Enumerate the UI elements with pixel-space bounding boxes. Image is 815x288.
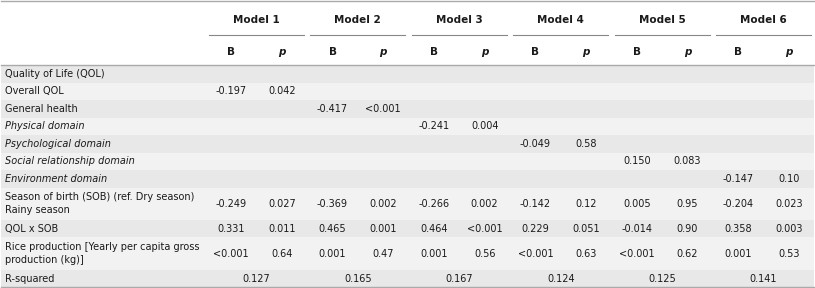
Text: <0.001: <0.001	[619, 249, 654, 259]
Text: Physical domain: Physical domain	[5, 122, 84, 131]
Text: Model 4: Model 4	[537, 15, 584, 25]
Text: 0.465: 0.465	[319, 224, 346, 234]
Text: 0.10: 0.10	[778, 174, 800, 184]
Text: 0.083: 0.083	[674, 156, 701, 166]
Text: Overall QOL: Overall QOL	[5, 86, 64, 96]
Text: B: B	[632, 47, 641, 57]
Text: Social relationship domain: Social relationship domain	[5, 156, 134, 166]
Text: Model 6: Model 6	[740, 15, 787, 25]
Text: -0.014: -0.014	[621, 224, 652, 234]
Text: 0.167: 0.167	[446, 274, 474, 284]
Text: 0.001: 0.001	[369, 224, 397, 234]
Text: 0.003: 0.003	[775, 224, 803, 234]
Text: 0.141: 0.141	[750, 274, 778, 284]
Text: B: B	[430, 47, 438, 57]
Bar	[1, 83, 814, 100]
Text: -0.417: -0.417	[317, 104, 348, 114]
Bar	[1, 100, 814, 118]
Text: Rainy season: Rainy season	[5, 205, 69, 215]
Text: 0.56: 0.56	[474, 249, 496, 259]
Text: 0.001: 0.001	[319, 249, 346, 259]
Text: p: p	[684, 47, 691, 57]
Bar	[1, 65, 814, 83]
Text: 0.127: 0.127	[243, 274, 271, 284]
Text: 0.331: 0.331	[218, 224, 244, 234]
Text: Quality of Life (QOL): Quality of Life (QOL)	[5, 69, 104, 79]
Text: 0.64: 0.64	[271, 249, 293, 259]
Text: 0.124: 0.124	[547, 274, 575, 284]
Text: p: p	[278, 47, 285, 57]
Text: 0.001: 0.001	[421, 249, 447, 259]
Text: 0.011: 0.011	[268, 224, 296, 234]
Text: Rice production [Yearly per capita gross: Rice production [Yearly per capita gross	[5, 242, 199, 251]
Text: 0.027: 0.027	[268, 199, 296, 209]
Text: 0.002: 0.002	[471, 199, 499, 209]
Text: p: p	[786, 47, 793, 57]
Text: -0.197: -0.197	[215, 86, 247, 96]
Text: -0.249: -0.249	[215, 199, 247, 209]
Text: 0.005: 0.005	[623, 199, 650, 209]
Text: -0.147: -0.147	[723, 174, 754, 184]
Text: 0.58: 0.58	[575, 139, 597, 149]
Text: -0.142: -0.142	[520, 199, 551, 209]
Bar	[1, 153, 814, 170]
Text: 0.042: 0.042	[268, 86, 296, 96]
Text: B: B	[531, 47, 540, 57]
Text: 0.12: 0.12	[575, 199, 597, 209]
Text: Model 2: Model 2	[334, 15, 381, 25]
Text: 0.001: 0.001	[725, 249, 752, 259]
Text: -0.241: -0.241	[418, 122, 450, 131]
Text: <0.001: <0.001	[518, 249, 553, 259]
Text: QOL x SOB: QOL x SOB	[5, 224, 58, 234]
Bar	[1, 220, 814, 238]
Text: 0.53: 0.53	[778, 249, 800, 259]
Bar	[1, 238, 814, 270]
Text: Psychological domain: Psychological domain	[5, 139, 111, 149]
Text: B: B	[734, 47, 742, 57]
Text: 0.125: 0.125	[648, 274, 676, 284]
Text: -0.369: -0.369	[317, 199, 348, 209]
Text: 0.62: 0.62	[676, 249, 698, 259]
Text: 0.023: 0.023	[775, 199, 803, 209]
Text: Model 1: Model 1	[233, 15, 280, 25]
Text: 0.002: 0.002	[369, 199, 397, 209]
Text: -0.266: -0.266	[418, 199, 450, 209]
Text: 0.004: 0.004	[471, 122, 499, 131]
Text: -0.204: -0.204	[723, 199, 754, 209]
Bar	[1, 118, 814, 135]
Text: 0.165: 0.165	[344, 274, 372, 284]
Text: production (kg)]: production (kg)]	[5, 255, 83, 265]
Text: Environment domain: Environment domain	[5, 174, 107, 184]
Bar	[1, 135, 814, 153]
Text: Model 5: Model 5	[639, 15, 685, 25]
Text: 0.90: 0.90	[676, 224, 698, 234]
Text: B: B	[227, 47, 235, 57]
Text: 0.051: 0.051	[572, 224, 600, 234]
Text: p: p	[583, 47, 590, 57]
Bar	[1, 270, 814, 287]
Bar	[1, 39, 814, 65]
Bar	[1, 170, 814, 187]
Bar	[1, 1, 814, 39]
Text: 0.63: 0.63	[575, 249, 597, 259]
Text: General health: General health	[5, 104, 77, 114]
Text: Season of birth (SOB) (ref. Dry season): Season of birth (SOB) (ref. Dry season)	[5, 192, 194, 202]
Text: 0.47: 0.47	[372, 249, 394, 259]
Text: 0.464: 0.464	[421, 224, 447, 234]
Text: <0.001: <0.001	[467, 224, 503, 234]
Text: R-squared: R-squared	[5, 274, 54, 284]
Text: 0.150: 0.150	[623, 156, 650, 166]
Text: 0.95: 0.95	[676, 199, 698, 209]
Text: -0.049: -0.049	[520, 139, 551, 149]
Text: B: B	[328, 47, 337, 57]
Bar	[1, 187, 814, 220]
Text: 0.358: 0.358	[725, 224, 752, 234]
Text: <0.001: <0.001	[214, 249, 249, 259]
Text: p: p	[380, 47, 387, 57]
Text: <0.001: <0.001	[365, 104, 401, 114]
Text: Model 3: Model 3	[436, 15, 482, 25]
Text: p: p	[481, 47, 488, 57]
Text: 0.229: 0.229	[522, 224, 549, 234]
